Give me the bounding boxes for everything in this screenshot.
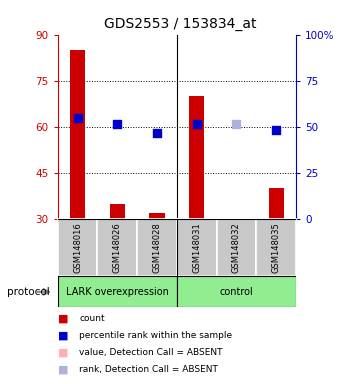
Text: GSM148031: GSM148031 <box>192 222 201 273</box>
Bar <box>58 276 177 307</box>
Point <box>234 121 239 127</box>
Point <box>194 121 200 127</box>
Text: ■: ■ <box>58 331 68 341</box>
Text: GSM148035: GSM148035 <box>272 222 280 273</box>
Text: rank, Detection Call = ABSENT: rank, Detection Call = ABSENT <box>79 365 218 374</box>
Bar <box>110 204 125 219</box>
Text: GSM148016: GSM148016 <box>73 222 82 273</box>
Text: ■: ■ <box>58 314 68 324</box>
Bar <box>149 213 165 219</box>
Bar <box>177 276 296 307</box>
Text: GSM148032: GSM148032 <box>232 222 241 273</box>
Text: LARK overexpression: LARK overexpression <box>66 287 169 297</box>
Bar <box>97 219 137 276</box>
Text: control: control <box>219 287 253 297</box>
Point <box>273 127 279 133</box>
Text: ■: ■ <box>58 364 68 374</box>
Text: ■: ■ <box>58 348 68 358</box>
Text: count: count <box>79 314 105 323</box>
Bar <box>58 219 97 276</box>
Text: GSM148026: GSM148026 <box>113 222 122 273</box>
Point <box>75 114 81 121</box>
Bar <box>269 188 284 219</box>
Text: percentile rank within the sample: percentile rank within the sample <box>79 331 232 340</box>
Text: protocol: protocol <box>7 287 50 297</box>
Text: value, Detection Call = ABSENT: value, Detection Call = ABSENT <box>79 348 223 357</box>
Point <box>154 130 160 136</box>
Bar <box>70 50 85 219</box>
Bar <box>177 219 217 276</box>
Text: GSM148028: GSM148028 <box>153 222 161 273</box>
Bar <box>256 219 296 276</box>
Bar <box>189 96 204 219</box>
Bar <box>137 219 177 276</box>
Text: GDS2553 / 153834_at: GDS2553 / 153834_at <box>104 17 257 31</box>
Bar <box>217 219 256 276</box>
Point <box>114 121 120 127</box>
